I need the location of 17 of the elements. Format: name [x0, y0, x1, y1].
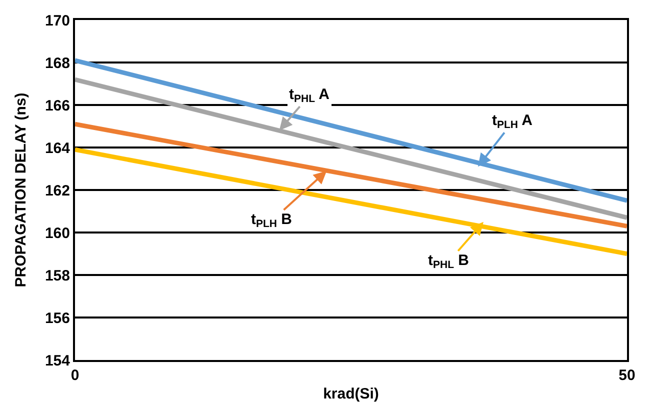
y-axis-title: PROPAGATION DELAY (ns) — [12, 92, 30, 288]
x-axis-title: krad(Si) — [323, 386, 379, 402]
y-tick-label: 170 — [44, 12, 70, 30]
y-tick-label: 158 — [44, 267, 70, 284]
annotation: t$_{PLH}$ B — [251, 211, 292, 230]
y-tick-label: 154 — [44, 352, 71, 370]
x-tick-label: 0 — [70, 367, 80, 384]
annotation: t$_{PHL}$ B — [428, 252, 470, 272]
y-tick-label: 160 — [44, 224, 70, 242]
y-tick-label: 164 — [44, 140, 71, 157]
y-tick-label: 162 — [44, 182, 70, 200]
y-tick-label: 166 — [44, 97, 70, 114]
annotation: t$_{PHL}$ A — [289, 86, 330, 106]
annotation: t$_{PLH}$ A — [492, 112, 533, 132]
y-tick-label: 156 — [44, 310, 70, 327]
x-tick-label: 50 — [618, 367, 636, 384]
y-tick-label: 168 — [44, 54, 70, 72]
